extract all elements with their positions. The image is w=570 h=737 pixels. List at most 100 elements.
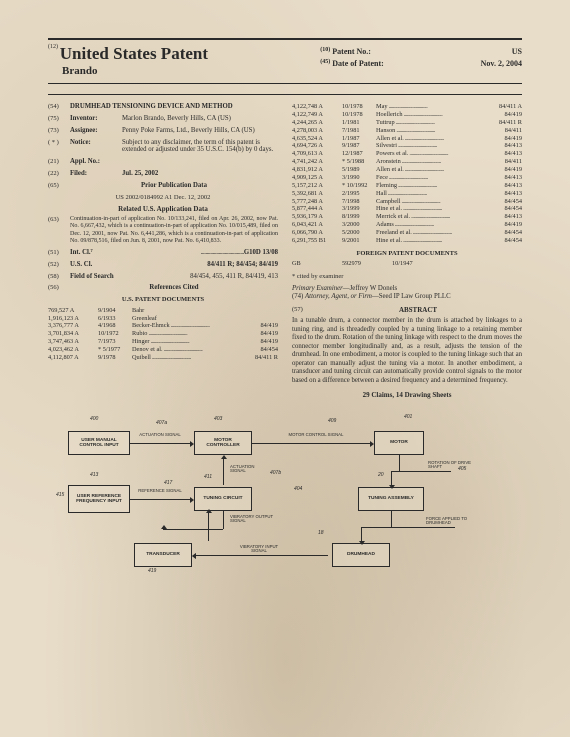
ref-row: 4,023,462 A* 5/1977Denov et al.84/454 xyxy=(48,346,278,354)
foreign-docs-title: FOREIGN PATENT DOCUMENTS xyxy=(292,250,522,257)
prior-pub-title: Prior Publication Data xyxy=(70,182,278,190)
box-tc: TUNING CIRCUIT xyxy=(194,487,252,511)
entry-22: (22) Filed: Jul. 25, 2002 xyxy=(48,170,278,178)
us-docs-list: 769,527 A9/1904Bahr1,916,123 A6/1933Gree… xyxy=(48,307,278,362)
entry-73: (73) Assignee: Penny Poke Farms, Ltd., B… xyxy=(48,127,278,135)
conn-urfi-tc xyxy=(130,499,190,500)
header-title: United States Patent xyxy=(60,44,208,63)
header-right: (10) Patent No.: US (45) Date of Patent:… xyxy=(310,44,522,77)
ref-row: 5,392,681 A2/1995Hall84/413 xyxy=(292,190,522,198)
inventor-value: Marlon Brando, Beverly Hills, CA (US) xyxy=(122,115,278,123)
primary-examiner: Primary Examiner—Jeffrey W Donels xyxy=(292,285,522,293)
filed-date: Jul. 25, 2002 xyxy=(122,170,278,178)
ref-row: 4,635,524 A1/1987Allen et al.84/419 xyxy=(292,135,522,143)
claims-line: 29 Claims, 14 Drawing Sheets xyxy=(292,391,522,399)
ref-row: 5,157,212 A* 10/1992Fleming84/413 xyxy=(292,182,522,190)
prior-pub-data: US 2002/0184992 A1 Dec. 12, 2002 xyxy=(48,194,278,201)
entry-51: (51) Int. Cl.⁷ G10D 13/08 xyxy=(48,249,278,257)
label-409: 409 xyxy=(328,419,336,425)
sig-as1: ACTUATION SIGNAL xyxy=(138,433,182,437)
conn-mc-motor xyxy=(252,443,370,444)
patent-header: (12) United States Patent Brando (10) Pa… xyxy=(48,38,522,84)
body-columns: (54) DRUMHEAD TENSIONING DEVICE AND METH… xyxy=(48,103,522,399)
header-left: (12) United States Patent Brando xyxy=(48,44,310,77)
entry-21: (21) Appl. No.: xyxy=(48,158,278,166)
entry-52: (52) U.S. Cl. 84/411 R; 84/454; 84/419 xyxy=(48,261,278,269)
header-num-10: (10) xyxy=(320,47,330,53)
label-417: 417 xyxy=(164,481,172,487)
abstract-text: In a tunable drum, a connector member in… xyxy=(292,317,522,385)
box-trans: TRANSDUCER xyxy=(134,543,192,567)
ref-row: 3,701,834 A10/1972Rubio84/419 xyxy=(48,330,278,338)
label-419: 419 xyxy=(148,569,156,575)
sig-mcs: MOTOR CONTROL SIGNAL xyxy=(288,433,344,437)
ref-row: 6,066,790 A5/2000Freeland et al.84/454 xyxy=(292,229,522,237)
box-umci: USER MANUAL CONTROL INPUT xyxy=(68,431,130,455)
field-search-value: 84/454, 455, 411 R, 84/419, 413 xyxy=(134,273,278,281)
ref-row: 4,278,003 A7/1981Hanson84/411 xyxy=(292,127,522,135)
ref-row: 4,831,912 A5/1989Allen et al.84/419 xyxy=(292,166,522,174)
conn-umci-mc xyxy=(130,443,190,444)
box-ta: TUNING ASSEMBLY xyxy=(358,487,424,511)
label-405: 405 xyxy=(458,467,466,473)
ref-row: 3,376,777 A4/1968Becker-Ehmck84/419 xyxy=(48,322,278,330)
entry-56: (56) References Cited xyxy=(48,284,278,292)
box-urfi: USER REFERENCE FREQUENCY INPUT xyxy=(68,485,130,513)
box-motor: MOTOR xyxy=(374,431,424,455)
ref-row: 5,936,179 A8/1999Merrick et al.84/413 xyxy=(292,213,522,221)
us-docs-title: U.S. PATENT DOCUMENTS xyxy=(48,296,278,303)
sig-rds: ROTATION OF DRIVE SHAFT xyxy=(428,461,484,470)
abstract-title: ABSTRACT xyxy=(314,306,522,314)
ref-row: 4,122,749 A10/1978Hoellerich84/419 xyxy=(292,111,522,119)
invention-title: DRUMHEAD TENSIONING DEVICE AND METHOD xyxy=(70,103,278,111)
conn-ta-dh xyxy=(361,527,362,541)
us-cl-value: 84/411 R; 84/454; 84/419 xyxy=(122,261,278,269)
date-value: Nov. 2, 2004 xyxy=(481,59,522,68)
ref-row: 4,244,265 A1/1981Tuttrup84/411 R xyxy=(292,119,522,127)
sig-as2: ACTUATION SIGNAL xyxy=(230,465,270,474)
ref-row: 769,527 A9/1904Bahr xyxy=(48,307,278,315)
ref-row: 4,709,613 A12/1987Powers et al.84/413 xyxy=(292,150,522,158)
ref-row: 4,741,242 A* 5/1988Aronstein84/411 xyxy=(292,158,522,166)
patent-no-value: US xyxy=(512,47,522,56)
ref-row: 4,694,726 A9/1987Silvestri84/413 xyxy=(292,142,522,150)
box-dh: DRUMHEAD xyxy=(332,543,390,567)
sig-fad: FORCE APPLIED TO DRUMHEAD xyxy=(426,517,486,526)
label-20: 20 xyxy=(378,473,384,479)
header-num-12: (12) xyxy=(48,44,58,50)
references-cited-title: References Cited xyxy=(70,284,278,292)
label-413: 413 xyxy=(90,473,98,479)
entry-75: (75) Inventor: Marlon Brando, Beverly Hi… xyxy=(48,115,278,123)
label-404: 404 xyxy=(294,487,302,493)
sig-rs: REFERENCE SIGNAL xyxy=(136,489,184,493)
ref-row: 4,112,807 A9/1978Quibell84/411 R xyxy=(48,354,278,362)
right-column: 4,122,748 A10/1978May84/411 A4,122,749 A… xyxy=(292,103,522,399)
sig-vos: VIBRATORY OUTPUT SIGNAL xyxy=(230,515,274,524)
entry-58: (58) Field of Search 84/454, 455, 411 R,… xyxy=(48,273,278,281)
entry-74: (74) Attorney, Agent, or Firm—Seed IP La… xyxy=(292,293,522,301)
ref-row: 6,291,755 B19/2001Hine et al.84/454 xyxy=(292,237,522,245)
notice-value: Subject to any disclaimer, the term of t… xyxy=(122,139,278,155)
label-407b: 407b xyxy=(270,471,281,477)
int-cl-value: G10D 13/08 xyxy=(244,249,278,257)
conn-trans-tc xyxy=(208,513,209,541)
entry-57: (57) ABSTRACT xyxy=(292,306,522,314)
label-400: 400 xyxy=(90,417,98,423)
patent-no-label: Patent No.: xyxy=(332,47,371,56)
continuation-text: Continuation-in-part of application No. … xyxy=(70,216,278,245)
foreign-doc-row: GB 592979 10/1947 xyxy=(292,260,522,268)
entry-65: (65) Prior Publication Data xyxy=(48,182,278,190)
header-divider xyxy=(48,94,522,95)
label-403: 403 xyxy=(214,417,222,423)
ref-row: 1,916,123 A6/1933Greenleaf xyxy=(48,315,278,323)
conn-dh-trans xyxy=(196,555,328,556)
ref-row: 3,747,463 A7/1973Hinger84/419 xyxy=(48,338,278,346)
ref-row: 6,043,421 A3/2000Adams84/419 xyxy=(292,221,522,229)
left-column: (54) DRUMHEAD TENSIONING DEVICE AND METH… xyxy=(48,103,278,399)
cited-by-examiner: * cited by examiner xyxy=(292,273,522,280)
sig-vis: VIBRATORY INPUT SIGNAL xyxy=(234,545,284,554)
label-411: 411 xyxy=(204,475,212,481)
ref-row: 5,777,248 A7/1998Campbell84/454 xyxy=(292,198,522,206)
entry-54: (54) DRUMHEAD TENSIONING DEVICE AND METH… xyxy=(48,103,278,111)
ref-row: 5,877,444 A3/1999Hine et al.84/454 xyxy=(292,205,522,213)
